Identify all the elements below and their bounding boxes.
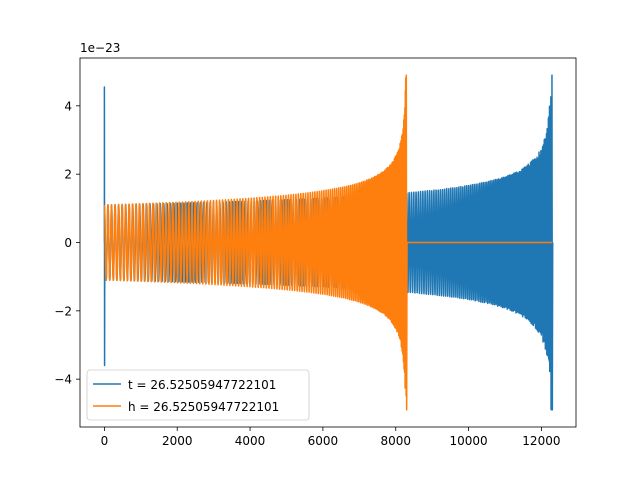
legend-label-t: t = 26.52505947722101 [128,378,276,392]
series-line-h [103,74,552,411]
series-layer [103,74,554,411]
legend-label-h: h = 26.52505947722101 [128,400,279,414]
y-tick-label: 4 [64,99,72,113]
x-tick-label: 12000 [522,434,560,448]
y-tick-label: −4 [54,373,72,387]
y-tick-label: −2 [54,304,72,318]
legend: t = 26.52505947722101 h = 26.52505947722… [86,369,310,421]
x-tick-label: 8000 [380,434,411,448]
x-tick-label: 0 [101,434,109,448]
x-tick-label: 10000 [449,434,487,448]
x-tick-label: 4000 [235,434,266,448]
x-tick-label: 2000 [162,434,193,448]
y-axis: −4 −2 0 2 4 [54,99,80,387]
x-tick-label: 6000 [308,434,339,448]
legend-box [86,369,310,421]
y-tick-label: 0 [64,236,72,250]
x-axis: 0 2000 4000 6000 8000 10000 12000 [101,427,560,448]
y-axis-offset-text: 1e−23 [80,41,120,55]
y-tick-label: 2 [64,168,72,182]
